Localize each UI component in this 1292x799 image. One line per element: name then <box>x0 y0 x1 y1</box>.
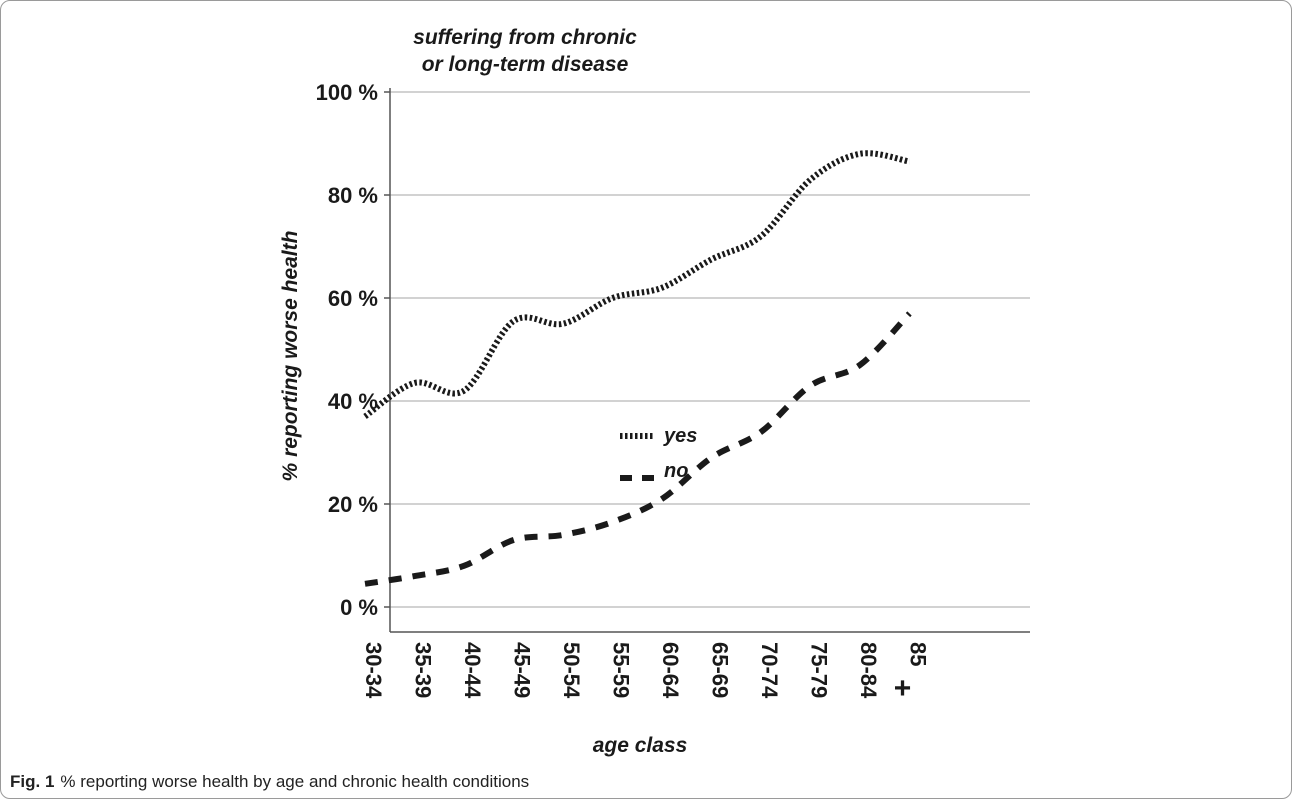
axes <box>384 88 1030 633</box>
figure-caption: Fig. 1 % reporting worse health by age an… <box>10 772 529 792</box>
x-tick-label: 75-79 <box>807 642 832 698</box>
y-tick-label: 40 % <box>328 389 378 414</box>
y-tick-label: 80 % <box>328 183 378 208</box>
caption-text: % reporting worse health by age and chro… <box>60 772 530 791</box>
y-tick-label: 0 % <box>340 595 378 620</box>
x-tick-label-suffix: + <box>894 672 912 705</box>
x-tick-label: 30-34 <box>361 642 386 699</box>
x-tick-label: 85 <box>906 642 931 666</box>
x-tick-label: 40-44 <box>460 642 485 699</box>
line-chart: 0 % 20 % 40 % 60 % 80 % 100 % 30-34 35-39 40-44… <box>279 26 1030 757</box>
y-tick-label: 60 % <box>328 286 378 311</box>
series-line-no <box>364 311 912 587</box>
chart-title-line: or long-term disease <box>422 53 629 76</box>
legend-label-no: no <box>664 460 688 482</box>
x-tick-label: 55-59 <box>609 642 634 698</box>
y-axis-title: % reporting worse health <box>279 231 302 482</box>
x-tick-label: 65-69 <box>708 642 733 698</box>
x-tick-label: 60-64 <box>658 642 683 699</box>
figure-label: Fig. 1 <box>10 772 55 791</box>
y-tick-label: 20 % <box>328 492 378 517</box>
series-lines <box>363 150 912 587</box>
legend: yes no <box>620 425 697 482</box>
chart-title-line: suffering from chronic <box>413 26 637 49</box>
x-tick-label: 45-49 <box>510 642 535 698</box>
x-tick-label: 50-54 <box>559 642 584 699</box>
legend-label-yes: yes <box>663 425 697 447</box>
x-axis-title: age class <box>593 734 688 757</box>
y-tick-label: 100 % <box>316 80 378 105</box>
x-tick-label: 70-74 <box>757 642 782 699</box>
series-line-yes <box>363 150 911 419</box>
x-tick-label: 80-84 <box>856 642 881 699</box>
y-tick-labels: 0 % 20 % 40 % 60 % 80 % 100 % <box>316 80 378 620</box>
chart-title: suffering from chronic or long-term disea… <box>413 26 637 76</box>
grid-lines <box>390 91 1030 608</box>
x-tick-labels: 30-34 35-39 40-44 45-49 50-54 55-59 60-64 65-69… <box>361 642 931 705</box>
x-tick-label: 35-39 <box>411 642 436 698</box>
